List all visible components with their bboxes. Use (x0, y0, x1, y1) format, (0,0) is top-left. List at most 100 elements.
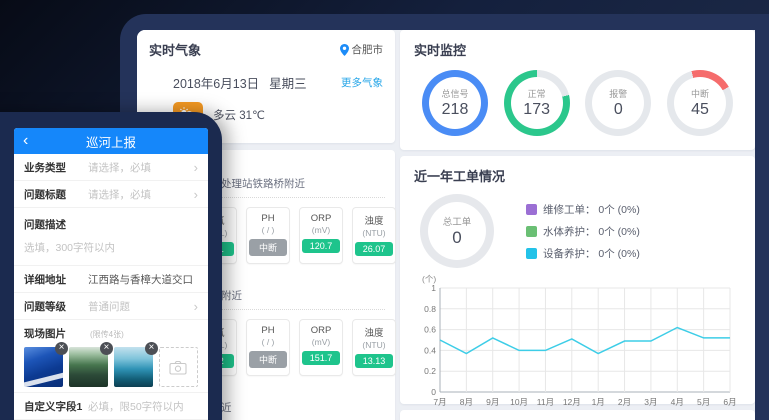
city-label: 合肥市 (351, 44, 384, 56)
workorder-legend: 维修工单： 0个 (0%) 水体养护： 0个 (0%) 设备养护： 0个 (0%… (526, 202, 640, 268)
sensor-card-浊度: 浊度 (NTU) 13.13 (352, 319, 396, 376)
issue-title-placeholder: 请选择，必填 (88, 188, 151, 201)
issue-level-value: 普通问题 (88, 300, 130, 313)
sensor-card-ORP: ORP (mV) 120.7 (299, 207, 343, 264)
workorder-title: 近一年工单情况 (414, 169, 506, 184)
legend-swatch-icon (526, 204, 537, 215)
chevron-right-icon: › (193, 298, 198, 314)
sensor-card-PH: PH ( / ) 中断 (246, 319, 290, 376)
svg-text:7月: 7月 (433, 397, 446, 407)
gauge-value: 173 (523, 101, 550, 118)
gauge-value: 0 (613, 101, 623, 118)
svg-text:0.2: 0.2 (424, 366, 436, 376)
field-address[interactable]: 详细地址 江西路与香樟大道交口 (14, 266, 208, 293)
sensor-unit: ( / ) (261, 225, 275, 235)
weather-date: 2018年6月13日 (173, 77, 260, 91)
site-photos-label: 现场图片 (24, 328, 66, 340)
legend-item: 设备养护： 0个 (0%) (526, 246, 640, 261)
svg-text:9月: 9月 (486, 397, 499, 407)
back-chevron-icon[interactable]: ‹ (23, 132, 29, 149)
site-photos-hint: (限传4张) (90, 330, 124, 339)
sensor-unit: ( / ) (261, 337, 275, 347)
svg-text:6月: 6月 (723, 397, 736, 407)
sensor-param: PH (261, 325, 275, 336)
legend-swatch-icon (526, 248, 537, 259)
camera-icon (169, 360, 188, 375)
sensor-param: PH (261, 213, 275, 224)
field-site-photos: 现场图片 (限传4张) × × × (14, 320, 208, 393)
phone-screen: ‹ 巡河上报 业务类型 请选择，必填 › 问题标题 请选择，必填 › 问题描述 … (14, 128, 208, 420)
sensor-unit: (mV) (311, 225, 331, 235)
field-issue-title[interactable]: 问题标题 请选择，必填 › (14, 181, 208, 208)
custom-field-1-placeholder: 必填，限50字符以内 (88, 400, 184, 413)
svg-text:0.6: 0.6 (424, 325, 436, 335)
weather-weekday: 星期三 (269, 77, 307, 91)
sensor-value-badge: 120.7 (302, 239, 340, 253)
sensor-unit: (NTU) (362, 340, 386, 350)
address-label: 详细地址 (24, 273, 66, 286)
remove-photo-icon[interactable]: × (144, 342, 158, 355)
svg-text:0.8: 0.8 (424, 304, 436, 314)
photo-row: × × × (24, 342, 198, 387)
gauge-value: 218 (441, 101, 469, 118)
field-issue-description[interactable]: 问题描述 选填，300字符以内 (14, 208, 208, 266)
gauge-label: 正常 (527, 89, 546, 99)
chevron-right-icon: › (193, 159, 198, 175)
issue-level-label: 问题等级 (24, 300, 66, 313)
phone-overlay: ‹ 巡河上报 业务类型 请选择，必填 › 问题标题 请选择，必填 › 问题描述 … (0, 112, 222, 420)
sensor-value-badge: 中断 (249, 351, 287, 368)
phone-title: 巡河上报 (85, 135, 136, 150)
issue-title-label: 问题标题 (24, 188, 66, 201)
gauge-row: 总信号 218 正常 173 报警 0 中断 45 (414, 70, 741, 136)
gauge-label: 总信号 (441, 89, 469, 99)
svg-text:0.4: 0.4 (424, 345, 436, 355)
svg-text:5月: 5月 (697, 397, 710, 407)
field-issue-level[interactable]: 问题等级 普通问题 › (14, 293, 208, 320)
svg-text:4月: 4月 (671, 397, 684, 407)
station-name: 处理站铁路桥附近 (221, 176, 385, 198)
site-photo[interactable]: × (113, 342, 158, 387)
sensor-unit: (NTU) (362, 228, 386, 238)
site-photo[interactable]: × (24, 342, 68, 387)
station-name: 附近 (221, 288, 385, 310)
legend-item: 水体养护： 0个 (0%) (526, 224, 640, 239)
legend-text: 水体养护： 0个 (0%) (543, 226, 640, 238)
add-photo-button[interactable] (158, 347, 198, 387)
total-workorder-donut: 总工单 0 (420, 194, 494, 268)
sensor-value-badge: 13.13 (355, 354, 393, 368)
gauge-label: 报警 (609, 89, 628, 99)
monitor-title: 实时监控 (414, 43, 467, 58)
svg-text:1月: 1月 (592, 397, 605, 407)
legend-text: 维修工单： 0个 (0%) (543, 204, 640, 216)
phone-header: ‹ 巡河上报 (14, 128, 208, 154)
realtime-monitor-card: 实时监控 总信号 218 正常 173 报警 0 中断 45 (400, 30, 755, 150)
sensor-value-badge: 26.07 (355, 242, 393, 256)
field-custom-1[interactable]: 自定义字段1 必填，限50字符以内 (14, 393, 208, 420)
gauge-label: 中断 (690, 89, 709, 99)
chevron-right-icon: › (193, 186, 198, 202)
legend-swatch-icon (526, 226, 537, 237)
remove-photo-icon[interactable]: × (54, 342, 68, 355)
weather-condition: 多云 (213, 109, 236, 122)
remove-photo-icon[interactable]: × (99, 342, 113, 355)
workorder-line-chart: (个) 0 0.2 0.4 0.6 0.8 1 7月 8月 9月 10月 11月 12月 1月 2月 3月 4月… (414, 272, 741, 420)
sensor-value-badge: 中断 (249, 239, 287, 256)
sensor-card-浊度: 浊度 (NTU) 26.07 (352, 207, 396, 264)
issue-description-placeholder: 选填，300字符以内 (24, 242, 116, 254)
field-business-type[interactable]: 业务类型 请选择，必填 › (14, 154, 208, 181)
issue-description-label: 问题描述 (24, 219, 66, 231)
more-weather-link[interactable]: 更多气象 (341, 77, 383, 89)
site-photo[interactable]: × (68, 342, 113, 387)
gauge-报警: 报警 0 (585, 70, 652, 136)
total-workorder-value: 0 (452, 228, 462, 247)
svg-text:10月: 10月 (510, 397, 528, 407)
city-selector[interactable]: 合肥市 (339, 42, 384, 57)
svg-text:11月: 11月 (537, 397, 554, 407)
legend-text: 设备养护： 0个 (0%) (543, 248, 640, 260)
sensor-param: 浊度 (364, 328, 384, 339)
sensor-value-badge: 151.7 (302, 351, 340, 365)
business-type-placeholder: 请选择，必填 (88, 161, 151, 174)
svg-text:3月: 3月 (644, 397, 657, 407)
sensor-param: ORP (310, 213, 332, 224)
